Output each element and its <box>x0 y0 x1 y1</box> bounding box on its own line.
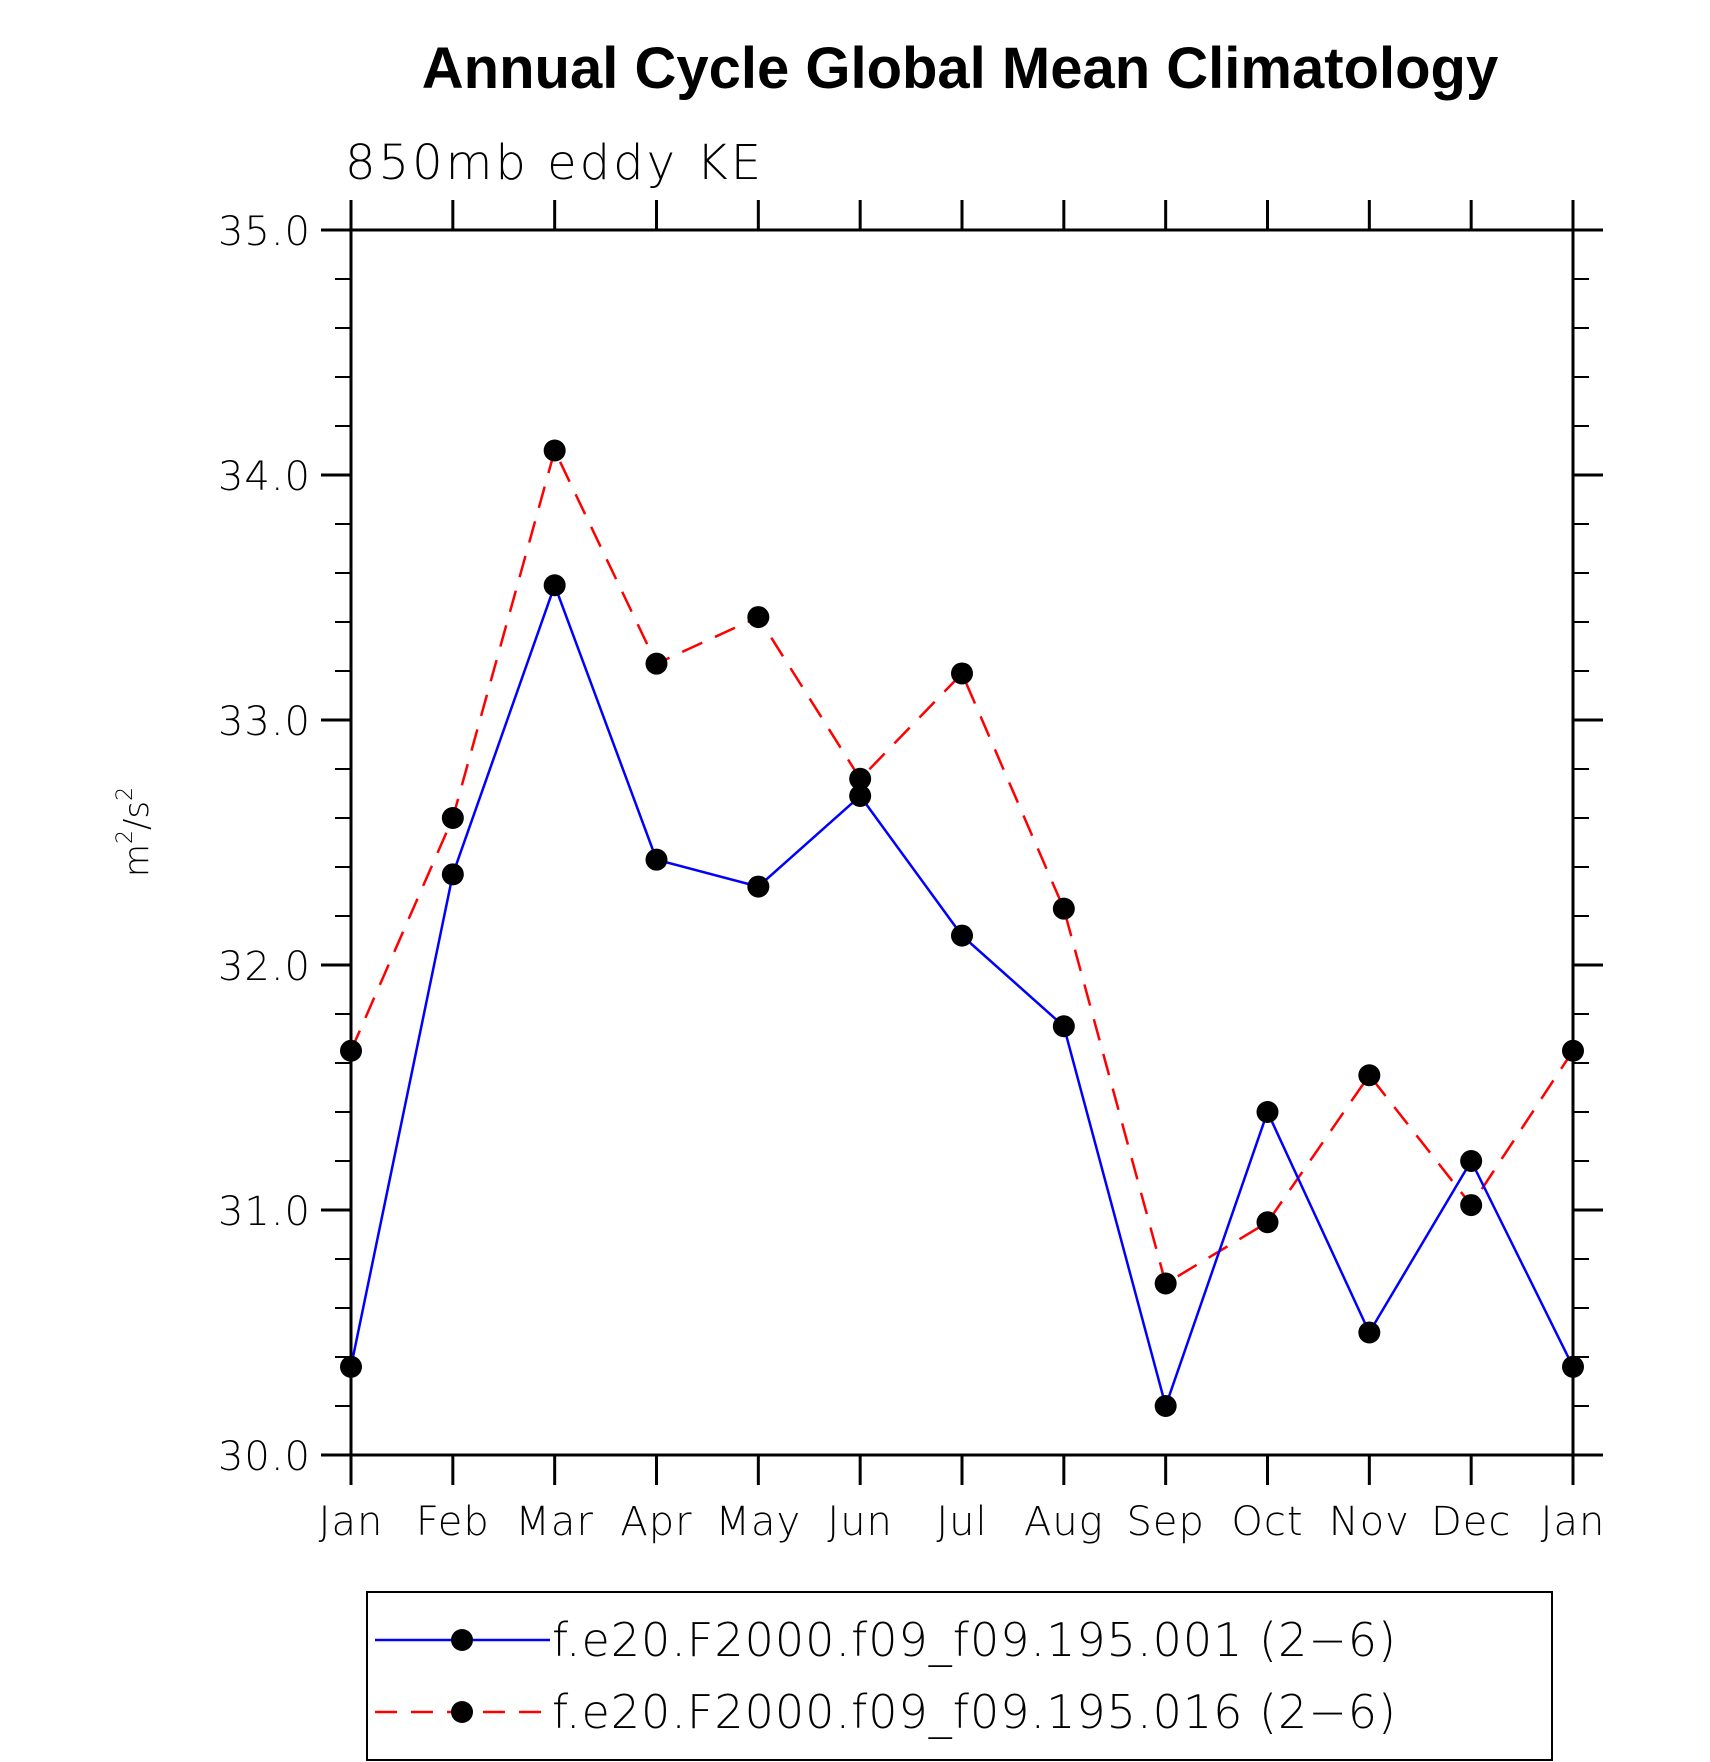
series-layer <box>340 439 1584 1417</box>
y-tick-label: 33.0 <box>218 699 311 745</box>
y-axis-label-unit-m: m <box>117 844 157 877</box>
x-tick-label: Dec <box>1431 1499 1511 1545</box>
x-tick-label: Sep <box>1126 1499 1204 1545</box>
series-1-point <box>849 784 872 807</box>
series-2-point <box>1256 1211 1279 1234</box>
series-2-point <box>849 767 872 790</box>
series-line-2 <box>349 446 1575 1286</box>
chart-subtitle: 850mb eddy KE <box>345 135 764 191</box>
series-1-point <box>543 574 566 597</box>
y-axis-label: m2/s2 <box>113 787 157 877</box>
series-1-point <box>441 863 464 886</box>
series-2-point <box>543 439 566 462</box>
legend-box <box>366 1591 1553 1761</box>
series-2-point <box>951 662 973 685</box>
x-tick-label: Mar <box>515 1499 593 1545</box>
x-tick-label: Jan <box>319 1499 384 1545</box>
axis-ticks: 30.0 31.0 32.0 33.0 34.0 35.0 Jan Feb Mar Apr May J… <box>218 200 1606 1545</box>
svg-text:m2/s2: m2/s2 <box>113 787 157 877</box>
legend: f.e20.F2000.f09_f09.195.001 (2−6) f.e20.F… <box>366 1591 1553 1761</box>
series-1-point <box>1154 1395 1177 1417</box>
y-axis-label-exp1: 2 <box>113 830 138 844</box>
y-axis-label-exp2: 2 <box>113 787 138 801</box>
chart-title: Annual Cycle Global Mean Climatology <box>422 36 1498 101</box>
legend-label-2: f.e20.F2000.f09_f09.195.016 (2−6) <box>552 1685 1397 1739</box>
x-tick-label: Feb <box>416 1499 490 1545</box>
series-2-point <box>747 606 770 629</box>
legend-label-1: f.e20.F2000.f09_f09.195.001 (2−6) <box>552 1613 1397 1667</box>
series-1-point <box>1562 1355 1584 1378</box>
y-tick-label: 35.0 <box>218 209 311 255</box>
series-1-point <box>1460 1150 1483 1172</box>
series-2-point <box>441 807 464 829</box>
series-1-point <box>1256 1101 1279 1123</box>
legend-marker-1 <box>451 1629 473 1651</box>
series-1-point <box>340 1355 362 1378</box>
series-1-point <box>1358 1321 1381 1344</box>
legend-marker-2 <box>451 1701 473 1723</box>
x-tick-label: Jul <box>936 1499 987 1545</box>
series-2-point <box>340 1039 362 1062</box>
y-tick-label: 32.0 <box>218 944 311 990</box>
series-2-point <box>1562 1039 1584 1062</box>
x-tick-label: Jan <box>1541 1499 1606 1545</box>
x-tick-label: May <box>715 1499 801 1545</box>
series-2-point <box>1460 1194 1483 1217</box>
series-1-point <box>1052 1015 1075 1038</box>
x-tick-label: Apr <box>620 1499 692 1545</box>
x-tick-label: Aug <box>1024 1499 1104 1545</box>
y-tick-label: 31.0 <box>218 1189 311 1235</box>
x-tick-label: Jun <box>827 1499 893 1545</box>
y-tick-label: 34.0 <box>218 454 311 500</box>
y-axis-label-unit-s: /s <box>117 801 157 830</box>
plot-frame <box>349 228 1575 1457</box>
x-tick-label: Nov <box>1329 1499 1410 1545</box>
series-1-point <box>951 924 973 947</box>
series-1-point <box>747 875 770 898</box>
series-1-point <box>645 848 668 871</box>
y-tick-label: 30.0 <box>218 1434 311 1480</box>
x-tick-label: Oct <box>1231 1499 1303 1545</box>
series-2-point <box>1154 1272 1177 1295</box>
series-2-point <box>1358 1064 1381 1087</box>
series-2-point <box>645 652 668 675</box>
series-line-1 <box>349 581 1575 1411</box>
series-2-point <box>1052 897 1075 920</box>
